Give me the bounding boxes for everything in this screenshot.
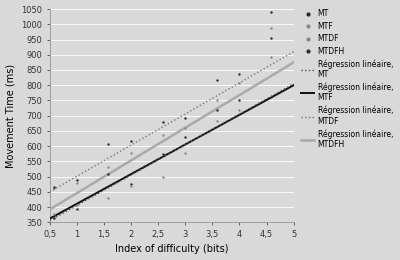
Point <box>159 132 166 136</box>
Y-axis label: Movement Time (ms): Movement Time (ms) <box>6 64 16 168</box>
Point <box>74 178 80 182</box>
Point <box>214 107 220 112</box>
Point <box>236 81 243 85</box>
Point <box>105 142 112 146</box>
Point <box>268 26 274 30</box>
Point <box>268 10 274 14</box>
Point <box>128 184 134 188</box>
Point <box>214 119 220 123</box>
Point <box>214 98 220 102</box>
Point <box>214 78 220 82</box>
Point <box>105 171 112 176</box>
Point <box>51 186 57 190</box>
Point <box>105 164 112 168</box>
Point <box>74 206 80 211</box>
Point <box>128 151 134 155</box>
Point <box>51 185 57 189</box>
Legend: MT, MTF, MTDF, MTDFH, Régression linéaire,
MT, Régression linéaire,
MTF, Régress: MT, MTF, MTDF, MTDFH, Régression linéair… <box>300 9 394 150</box>
Point <box>182 126 188 131</box>
Point <box>182 135 188 139</box>
Point <box>74 203 80 207</box>
Point <box>105 196 112 200</box>
Point <box>236 98 243 102</box>
Point <box>236 72 243 76</box>
Point <box>74 181 80 185</box>
Point <box>159 120 166 124</box>
Point <box>159 174 166 179</box>
Point <box>128 182 134 186</box>
Point <box>182 151 188 155</box>
Point <box>268 55 274 59</box>
Point <box>51 216 57 220</box>
Point <box>128 139 134 143</box>
Point <box>268 36 274 40</box>
Point <box>51 212 57 216</box>
X-axis label: Index of difficulty (bits): Index of difficulty (bits) <box>115 244 228 255</box>
Point <box>159 152 166 156</box>
Point <box>236 108 243 112</box>
Point <box>182 116 188 120</box>
